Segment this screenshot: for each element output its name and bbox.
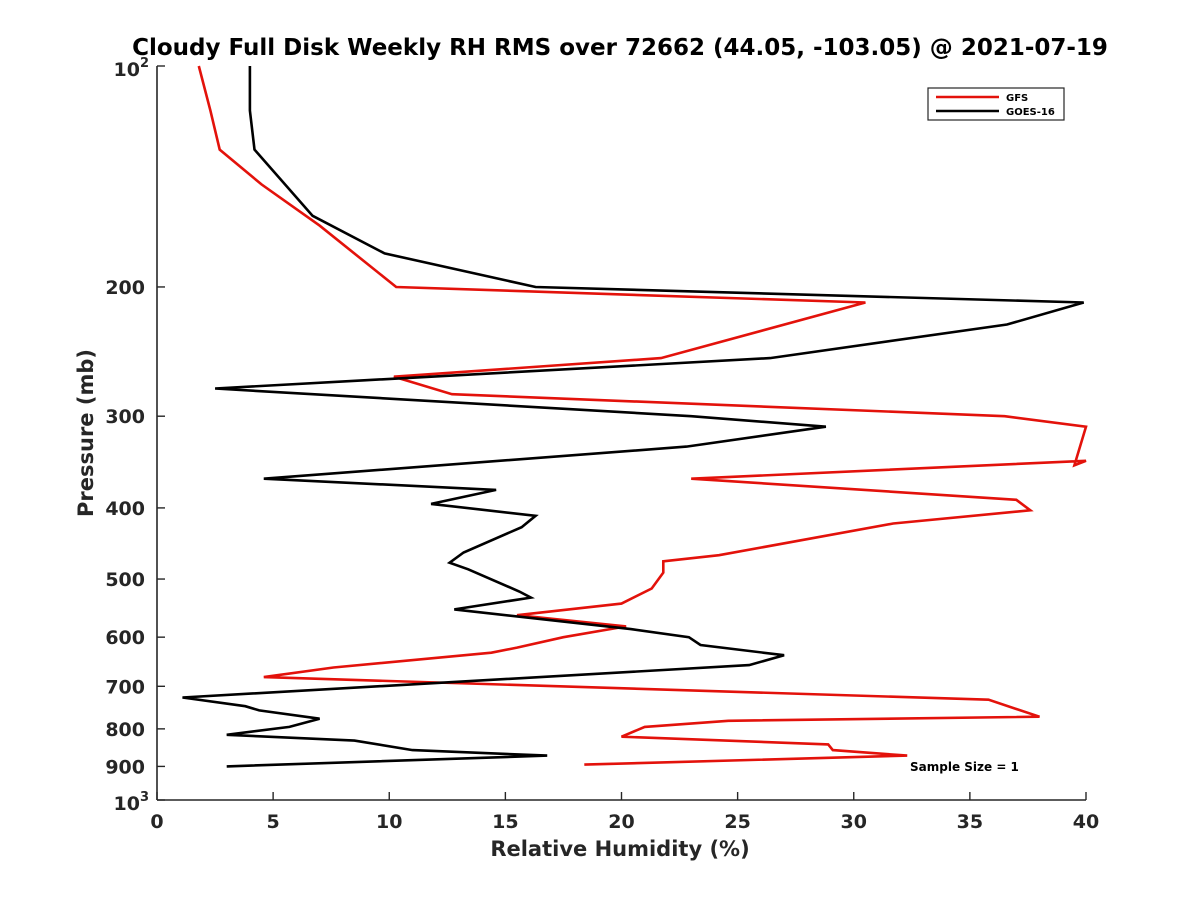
y-tick-label-exponent: 2 bbox=[140, 56, 149, 71]
y-tick-label: 600 bbox=[105, 627, 145, 649]
legend-box bbox=[927, 87, 1065, 121]
y-tick-label-base: 10 bbox=[114, 793, 140, 815]
legend-label-goes16: GOES-16 bbox=[1006, 107, 1055, 118]
y-tick-label: 400 bbox=[105, 498, 145, 520]
x-tick-label: 5 bbox=[267, 811, 280, 833]
y-tick-label: 700 bbox=[105, 676, 145, 698]
x-tick-label: 20 bbox=[608, 811, 634, 833]
x-tick-label: 0 bbox=[150, 811, 163, 833]
y-tick-label-exponent: 3 bbox=[140, 790, 149, 805]
sample-size-annotation: Sample Size = 1 bbox=[910, 760, 1019, 774]
x-axis-label: Relative Humidity (%) bbox=[490, 837, 749, 861]
chart-title: Cloudy Full Disk Weekly RH RMS over 7266… bbox=[132, 35, 1108, 61]
series-layer bbox=[182, 65, 1088, 768]
x-tick-label: 25 bbox=[724, 811, 750, 833]
x-ticks: 0 5 10 15 20 25 30 35 40 bbox=[150, 792, 1099, 833]
y-axis-label: Pressure (mb) bbox=[74, 349, 98, 517]
legend-label-gfs: GFS bbox=[1006, 93, 1028, 104]
y-tick-label: 200 bbox=[105, 277, 145, 299]
series-line-goes16 bbox=[182, 66, 1085, 768]
y-tick-label-base: 10 bbox=[114, 59, 140, 81]
y-tick-label: 800 bbox=[105, 719, 145, 741]
x-tick-label: 35 bbox=[957, 811, 983, 833]
legend: GFS GOES-16 bbox=[927, 87, 1065, 121]
x-tick-label: 10 bbox=[376, 811, 402, 833]
x-tick-label: 30 bbox=[841, 811, 867, 833]
x-tick-label: 15 bbox=[492, 811, 518, 833]
y-tick-label: 900 bbox=[105, 756, 145, 778]
x-tick-label: 40 bbox=[1073, 811, 1099, 833]
series-line-gfs bbox=[197, 65, 1088, 766]
y-tick-label: 300 bbox=[105, 406, 145, 428]
y-tick-label: 102 bbox=[114, 56, 150, 81]
y-tick-label: 103 bbox=[114, 790, 150, 815]
y-tick-label: 500 bbox=[105, 569, 145, 591]
